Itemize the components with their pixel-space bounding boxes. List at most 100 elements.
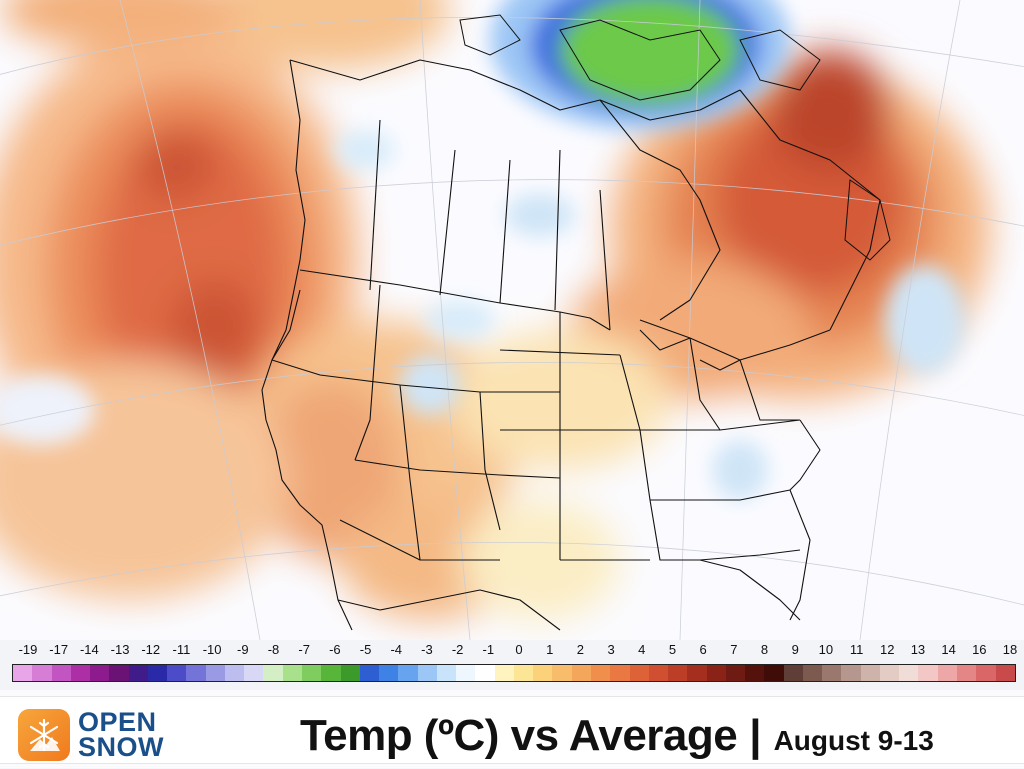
legend-swatch [822,665,842,681]
title-main: Temp (ºC) vs Average [300,711,738,760]
legend-tick-label: 13 [910,642,926,657]
legend-tick-label: -1 [482,642,495,657]
legend-tick-label: 3 [607,642,615,657]
legend-swatch [533,665,553,681]
legend-swatch [629,665,649,681]
legend-swatch [398,665,418,681]
arctic-islands [459,14,891,261]
legend-swatch [648,665,669,681]
political-borders [261,59,881,631]
title-separator: | [749,711,762,760]
legend-swatch [706,665,726,681]
legend-swatch [841,665,861,681]
legend-swatch [13,665,33,681]
legend-swatch [359,665,380,681]
graticule [0,0,1024,640]
legend-swatch [301,665,322,681]
legend-tick-label: 6 [699,642,707,657]
legend-tick-label: -3 [421,642,433,657]
map-title: Temp (ºC) vs Average | August 9-13 [300,703,934,769]
legend-swatch [668,665,688,681]
legend-tick-label: 5 [668,642,677,657]
legend-tick-label: 16 [972,642,987,657]
legend-tick-label: 11 [849,642,864,657]
legend-swatch [282,665,302,681]
legend-swatch [802,665,823,681]
legend-tick-label: -8 [267,642,280,657]
legend-tick-label: 1 [546,642,554,657]
legend-swatch [321,665,341,681]
legend-tick-label: -2 [451,642,464,657]
legend-tick-label: -14 [79,642,99,657]
legend-tick-label: 10 [818,642,834,657]
legend-swatch [610,665,630,681]
temperature-anomaly-map [0,0,1024,640]
legend-swatch [244,665,264,681]
legend-swatch [70,665,91,681]
legend-swatch [513,665,534,681]
legend-tick-label: -13 [110,642,130,657]
legend-tick-label: -11 [172,642,191,657]
legend-swatch [340,665,360,681]
legend-tick-label: 7 [730,642,738,657]
legend-swatch [918,665,938,681]
legend-swatch [475,665,495,681]
legend-swatch [937,665,958,681]
legend-tick-label: 8 [760,642,769,657]
legend-tick-label: -5 [359,642,372,657]
legend-swatch [764,665,784,681]
legend-swatch [590,665,611,681]
legend-swatch [128,665,148,681]
cold-anomaly-shading [0,0,965,500]
legend-swatch [879,665,900,681]
legend-swatch [436,665,457,681]
legend-swatch [147,665,168,681]
legend-tick-label: 12 [880,642,895,657]
legend-swatch [224,665,245,681]
legend-swatch [32,665,52,681]
legend-swatch [552,665,572,681]
legend-swatch [957,665,977,681]
title-dates: August 9-13 [773,725,934,756]
legend-tick-label: -17 [49,642,69,657]
legend-tick-label: 2 [576,642,584,657]
legend-swatch [109,665,129,681]
legend-tick-label: -7 [298,642,310,657]
legend-tick-label: -4 [390,642,403,657]
anomaly-shading [0,0,990,620]
legend-swatch [899,665,919,681]
legend-swatch [571,665,591,681]
legend-tick-label: 18 [1002,642,1018,657]
legend-swatch [90,665,110,681]
snowflake-mountain-icon [18,709,70,761]
legend-swatch [167,665,187,681]
legend-swatch [263,665,283,681]
legend-tick-label: 9 [791,642,799,657]
legend-tick-label: -6 [329,642,341,657]
logo-wordmark: OPEN SNOW [78,707,164,762]
footer: OPEN SNOW Temp (ºC) vs Average | August … [0,690,1024,768]
color-scale-legend: -19 -17 -14 -13 -12 -11 -10 -9 -8 -7 -6 -5 -4 -3 -2 -1 0… [0,640,1024,690]
legend-swatch [995,665,1015,681]
legend-swatch [687,665,707,681]
logo-line-open: OPEN [78,707,157,737]
legend-tick-label: -12 [141,642,161,657]
legend-tick-label: 4 [638,642,646,657]
legend-tick-label: -10 [202,642,222,657]
legend-swatch [186,665,206,681]
legend-swatch [783,665,803,681]
legend-swatch [456,665,476,681]
opensnow-logo: OPEN SNOW [18,705,196,765]
logo-line-snow: SNOW [78,732,164,762]
legend-color-bar [12,664,1016,682]
legend-swatch [494,665,514,681]
legend-swatch [417,665,437,681]
legend-swatch [725,665,746,681]
title-band: OPEN SNOW Temp (ºC) vs Average | August … [0,696,1024,764]
legend-tick-labels: -19 -17 -14 -13 -12 -11 -10 -9 -8 -7 -6 -5 -4 -3 -2 -1 0… [12,642,1018,662]
legend-swatch [379,665,399,681]
legend-swatch [860,665,880,681]
legend-tick-label: -19 [18,642,38,657]
legend-tick-label: -9 [237,642,249,657]
legend-swatch [976,665,996,681]
